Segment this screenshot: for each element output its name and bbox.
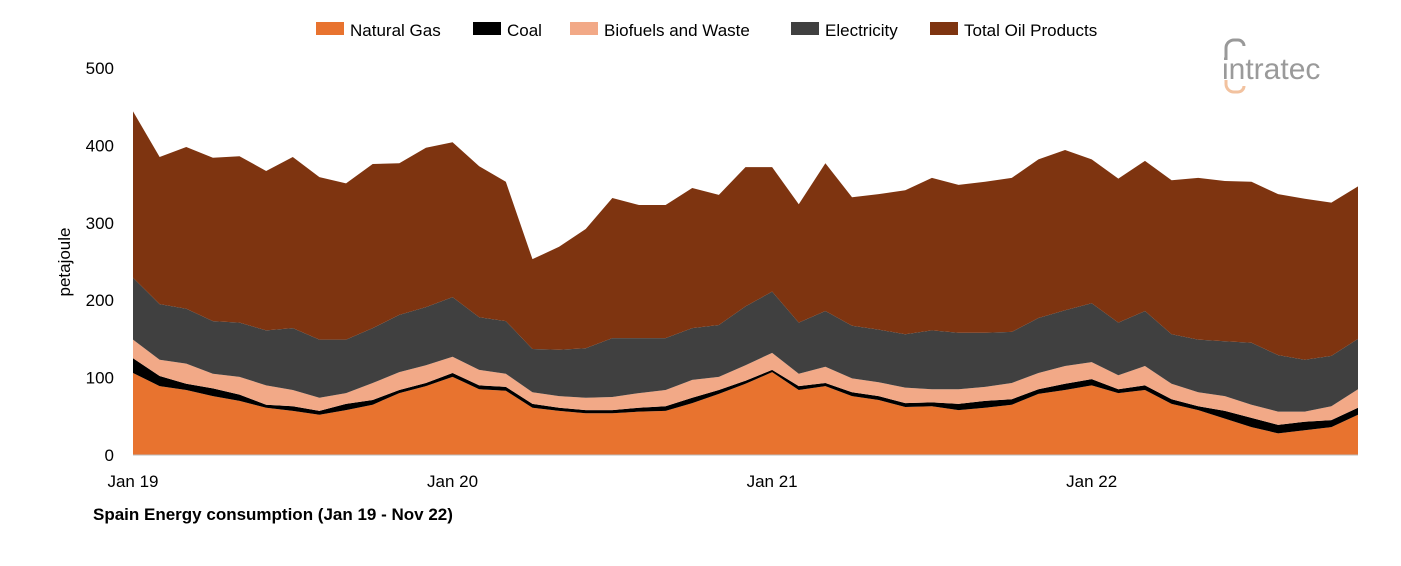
y-axis-label: petajoule <box>55 227 74 296</box>
legend-item[interactable]: Total Oil Products <box>930 21 1097 40</box>
area-biofuels-and-waste <box>133 339 1358 425</box>
x-tick-label: Jan 20 <box>427 472 478 491</box>
chart-title: Spain Energy consumption (Jan 19 - Nov 2… <box>93 505 453 524</box>
legend-swatch <box>473 22 501 35</box>
legend-swatch <box>316 22 344 35</box>
legend: Natural Gas Coal Biofuels and Waste Electri… <box>316 21 1097 40</box>
intratec-logo: intratec <box>1222 38 1320 94</box>
area-electricity <box>133 277 1358 412</box>
legend-label: Total Oil Products <box>964 21 1097 40</box>
x-tick-label: Jan 21 <box>747 472 798 491</box>
y-tick-label: 0 <box>105 446 114 465</box>
areas <box>133 111 1358 455</box>
y-tick-label: 300 <box>86 214 114 233</box>
logo-text: intratec <box>1222 53 1320 86</box>
legend-swatch <box>791 22 819 35</box>
legend-label: Natural Gas <box>350 21 441 40</box>
x-axis: Jan 19 Jan 20 Jan 21 Jan 22 <box>107 454 1358 491</box>
legend-item[interactable]: Electricity <box>791 21 898 40</box>
legend-label: Coal <box>507 21 542 40</box>
legend-swatch <box>570 22 598 35</box>
legend-swatch <box>930 22 958 35</box>
y-axis: 0 100 200 300 400 500 <box>86 59 114 465</box>
y-tick-label: 500 <box>86 59 114 78</box>
legend-label: Electricity <box>825 21 898 40</box>
area-total-oil-products <box>133 111 1358 360</box>
legend-label: Biofuels and Waste <box>604 21 750 40</box>
x-tick-label: Jan 22 <box>1066 472 1117 491</box>
legend-item[interactable]: Biofuels and Waste <box>570 21 750 40</box>
legend-item[interactable]: Coal <box>473 21 542 40</box>
legend-item[interactable]: Natural Gas <box>316 21 441 40</box>
y-tick-label: 200 <box>86 291 114 310</box>
y-tick-label: 100 <box>86 369 114 388</box>
x-tick-label: Jan 19 <box>107 472 158 491</box>
area-natural-gas <box>133 372 1358 455</box>
y-tick-label: 400 <box>86 136 114 155</box>
